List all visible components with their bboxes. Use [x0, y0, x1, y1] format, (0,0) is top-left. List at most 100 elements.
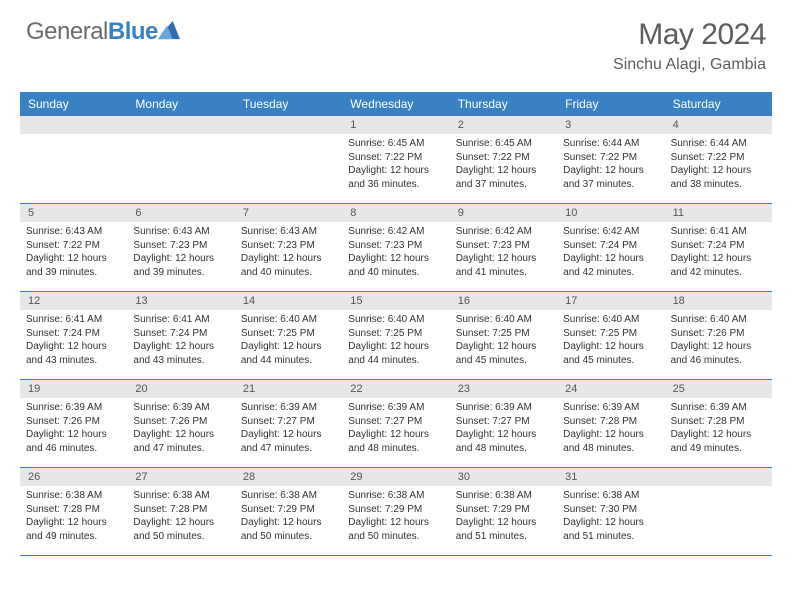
daylight-text: Daylight: 12 hours and 49 minutes.: [671, 428, 766, 455]
sunrise-text: Sunrise: 6:40 AM: [456, 313, 551, 327]
sunrise-text: Sunrise: 6:38 AM: [563, 489, 658, 503]
daylight-text: Daylight: 12 hours and 41 minutes.: [456, 252, 551, 279]
day-number: 7: [235, 204, 342, 222]
cell-content: Sunrise: 6:42 AMSunset: 7:23 PMDaylight:…: [342, 222, 449, 285]
day-number: 31: [557, 468, 664, 486]
cell-content: Sunrise: 6:38 AMSunset: 7:28 PMDaylight:…: [20, 486, 127, 549]
sunset-text: Sunset: 7:27 PM: [456, 415, 551, 429]
day-number: 18: [665, 292, 772, 310]
sunset-text: Sunset: 7:28 PM: [26, 503, 121, 517]
daylight-text: Daylight: 12 hours and 37 minutes.: [563, 164, 658, 191]
sunset-text: Sunset: 7:23 PM: [348, 239, 443, 253]
day-number: 8: [342, 204, 449, 222]
day-number: 9: [450, 204, 557, 222]
daylight-text: Daylight: 12 hours and 36 minutes.: [348, 164, 443, 191]
sunrise-text: Sunrise: 6:38 AM: [241, 489, 336, 503]
day-number: 17: [557, 292, 664, 310]
sunrise-text: Sunrise: 6:40 AM: [563, 313, 658, 327]
sunset-text: Sunset: 7:23 PM: [241, 239, 336, 253]
sunrise-text: Sunrise: 6:43 AM: [133, 225, 228, 239]
day-number: 20: [127, 380, 234, 398]
calendar-cell: 13Sunrise: 6:41 AMSunset: 7:24 PMDayligh…: [127, 292, 234, 380]
calendar-header-row: SundayMondayTuesdayWednesdayThursdayFrid…: [20, 92, 772, 116]
cell-content: Sunrise: 6:45 AMSunset: 7:22 PMDaylight:…: [450, 134, 557, 197]
sunset-text: Sunset: 7:25 PM: [241, 327, 336, 341]
cell-content: Sunrise: 6:44 AMSunset: 7:22 PMDaylight:…: [557, 134, 664, 197]
sunset-text: Sunset: 7:24 PM: [133, 327, 228, 341]
day-number: 16: [450, 292, 557, 310]
calendar-cell: 16Sunrise: 6:40 AMSunset: 7:25 PMDayligh…: [450, 292, 557, 380]
day-number: 6: [127, 204, 234, 222]
cell-content: Sunrise: 6:42 AMSunset: 7:24 PMDaylight:…: [557, 222, 664, 285]
cell-content: Sunrise: 6:42 AMSunset: 7:23 PMDaylight:…: [450, 222, 557, 285]
day-number: 24: [557, 380, 664, 398]
sunrise-text: Sunrise: 6:44 AM: [671, 137, 766, 151]
daylight-text: Daylight: 12 hours and 50 minutes.: [348, 516, 443, 543]
daylight-text: Daylight: 12 hours and 51 minutes.: [456, 516, 551, 543]
day-header: Saturday: [665, 92, 772, 116]
cell-content: Sunrise: 6:40 AMSunset: 7:25 PMDaylight:…: [450, 310, 557, 373]
logo: GeneralBlue: [26, 18, 180, 46]
cell-content: Sunrise: 6:38 AMSunset: 7:29 PMDaylight:…: [342, 486, 449, 549]
location-label: Sinchu Alagi, Gambia: [613, 56, 766, 74]
day-number: 22: [342, 380, 449, 398]
calendar-cell: 4Sunrise: 6:44 AMSunset: 7:22 PMDaylight…: [665, 116, 772, 204]
title-block: May 2024 Sinchu Alagi, Gambia: [613, 18, 766, 74]
sunset-text: Sunset: 7:27 PM: [348, 415, 443, 429]
sunset-text: Sunset: 7:26 PM: [671, 327, 766, 341]
sunset-text: Sunset: 7:22 PM: [456, 151, 551, 165]
sunrise-text: Sunrise: 6:43 AM: [26, 225, 121, 239]
daylight-text: Daylight: 12 hours and 46 minutes.: [671, 340, 766, 367]
sunrise-text: Sunrise: 6:42 AM: [456, 225, 551, 239]
calendar-cell: 27Sunrise: 6:38 AMSunset: 7:28 PMDayligh…: [127, 468, 234, 556]
cell-content: Sunrise: 6:41 AMSunset: 7:24 PMDaylight:…: [20, 310, 127, 373]
sunset-text: Sunset: 7:25 PM: [563, 327, 658, 341]
sunrise-text: Sunrise: 6:40 AM: [348, 313, 443, 327]
sunset-text: Sunset: 7:26 PM: [133, 415, 228, 429]
day-header: Tuesday: [235, 92, 342, 116]
sunset-text: Sunset: 7:22 PM: [671, 151, 766, 165]
sunrise-text: Sunrise: 6:39 AM: [241, 401, 336, 415]
cell-content: Sunrise: 6:39 AMSunset: 7:28 PMDaylight:…: [665, 398, 772, 461]
cell-content: Sunrise: 6:39 AMSunset: 7:28 PMDaylight:…: [557, 398, 664, 461]
calendar-cell-empty: [127, 116, 234, 204]
cell-content: Sunrise: 6:40 AMSunset: 7:25 PMDaylight:…: [342, 310, 449, 373]
calendar-cell: 21Sunrise: 6:39 AMSunset: 7:27 PMDayligh…: [235, 380, 342, 468]
day-number: 12: [20, 292, 127, 310]
sunrise-text: Sunrise: 6:41 AM: [133, 313, 228, 327]
day-number: 25: [665, 380, 772, 398]
calendar-cell: 17Sunrise: 6:40 AMSunset: 7:25 PMDayligh…: [557, 292, 664, 380]
calendar-body: 1Sunrise: 6:45 AMSunset: 7:22 PMDaylight…: [20, 116, 772, 556]
day-number: 26: [20, 468, 127, 486]
sunrise-text: Sunrise: 6:41 AM: [26, 313, 121, 327]
sunset-text: Sunset: 7:23 PM: [456, 239, 551, 253]
calendar-cell: 28Sunrise: 6:38 AMSunset: 7:29 PMDayligh…: [235, 468, 342, 556]
calendar-cell: 15Sunrise: 6:40 AMSunset: 7:25 PMDayligh…: [342, 292, 449, 380]
sunrise-text: Sunrise: 6:42 AM: [348, 225, 443, 239]
daylight-text: Daylight: 12 hours and 48 minutes.: [456, 428, 551, 455]
daylight-text: Daylight: 12 hours and 45 minutes.: [456, 340, 551, 367]
sunset-text: Sunset: 7:25 PM: [456, 327, 551, 341]
day-number: 30: [450, 468, 557, 486]
daylight-text: Daylight: 12 hours and 46 minutes.: [26, 428, 121, 455]
daylight-text: Daylight: 12 hours and 40 minutes.: [348, 252, 443, 279]
logo-triangle-icon: [158, 20, 180, 40]
calendar-cell: 5Sunrise: 6:43 AMSunset: 7:22 PMDaylight…: [20, 204, 127, 292]
daylight-text: Daylight: 12 hours and 50 minutes.: [133, 516, 228, 543]
cell-content: Sunrise: 6:43 AMSunset: 7:23 PMDaylight:…: [235, 222, 342, 285]
calendar-cell: 9Sunrise: 6:42 AMSunset: 7:23 PMDaylight…: [450, 204, 557, 292]
cell-content: Sunrise: 6:39 AMSunset: 7:27 PMDaylight:…: [450, 398, 557, 461]
sunset-text: Sunset: 7:29 PM: [348, 503, 443, 517]
cell-content: Sunrise: 6:40 AMSunset: 7:25 PMDaylight:…: [557, 310, 664, 373]
sunrise-text: Sunrise: 6:40 AM: [241, 313, 336, 327]
sunrise-text: Sunrise: 6:40 AM: [671, 313, 766, 327]
sunset-text: Sunset: 7:24 PM: [26, 327, 121, 341]
calendar-cell: 22Sunrise: 6:39 AMSunset: 7:27 PMDayligh…: [342, 380, 449, 468]
day-number: 10: [557, 204, 664, 222]
sunrise-text: Sunrise: 6:45 AM: [348, 137, 443, 151]
daylight-text: Daylight: 12 hours and 43 minutes.: [26, 340, 121, 367]
calendar-cell: 6Sunrise: 6:43 AMSunset: 7:23 PMDaylight…: [127, 204, 234, 292]
day-number: 11: [665, 204, 772, 222]
calendar-cell: 1Sunrise: 6:45 AMSunset: 7:22 PMDaylight…: [342, 116, 449, 204]
cell-content: Sunrise: 6:39 AMSunset: 7:26 PMDaylight:…: [20, 398, 127, 461]
